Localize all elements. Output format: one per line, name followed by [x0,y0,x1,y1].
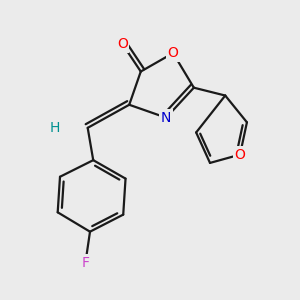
Text: O: O [117,37,128,51]
Text: O: O [168,46,178,60]
Text: H: H [49,121,60,135]
Text: F: F [81,256,89,270]
Text: N: N [161,111,171,125]
Text: O: O [235,148,245,162]
